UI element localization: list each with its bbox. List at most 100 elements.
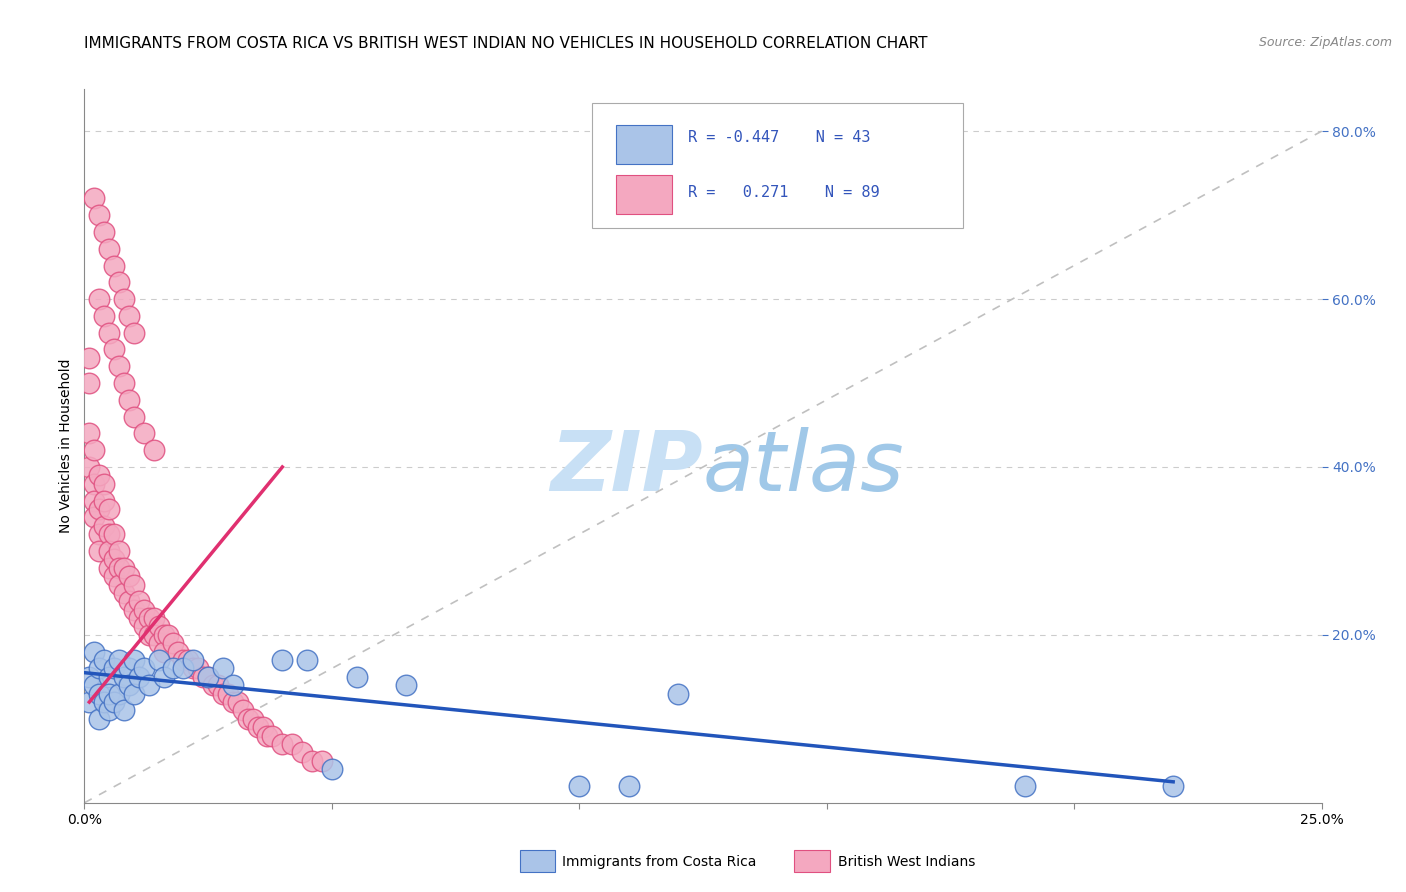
Point bbox=[148, 619, 170, 633]
Point bbox=[98, 326, 121, 340]
Point bbox=[232, 703, 254, 717]
Point bbox=[202, 678, 225, 692]
Point bbox=[172, 653, 194, 667]
Point bbox=[271, 653, 294, 667]
Point bbox=[98, 687, 121, 701]
Point bbox=[187, 661, 209, 675]
Point bbox=[89, 208, 111, 222]
Point bbox=[118, 594, 141, 608]
Point bbox=[197, 670, 219, 684]
Point bbox=[103, 661, 125, 675]
Point bbox=[103, 527, 125, 541]
Point bbox=[83, 510, 105, 524]
Point bbox=[132, 661, 155, 675]
Point bbox=[108, 687, 131, 701]
Point bbox=[128, 611, 150, 625]
Point bbox=[142, 611, 165, 625]
Point bbox=[79, 351, 101, 365]
Point bbox=[108, 577, 131, 591]
Point bbox=[83, 493, 105, 508]
Point bbox=[79, 426, 101, 441]
Point bbox=[246, 720, 269, 734]
Point bbox=[122, 687, 145, 701]
Point bbox=[132, 603, 155, 617]
Point bbox=[181, 653, 204, 667]
Point bbox=[98, 242, 121, 256]
Text: British West Indians: British West Indians bbox=[838, 855, 976, 869]
Point bbox=[122, 326, 145, 340]
Point bbox=[132, 619, 155, 633]
Text: R = -0.447    N = 43: R = -0.447 N = 43 bbox=[688, 130, 870, 145]
Point bbox=[311, 754, 333, 768]
Point bbox=[568, 779, 591, 793]
Point bbox=[98, 527, 121, 541]
Point bbox=[138, 628, 160, 642]
Point bbox=[157, 628, 180, 642]
Point bbox=[79, 376, 101, 390]
Point bbox=[172, 661, 194, 675]
Point bbox=[93, 695, 115, 709]
Point bbox=[162, 661, 184, 675]
Point bbox=[112, 560, 135, 574]
Text: Immigrants from Costa Rica: Immigrants from Costa Rica bbox=[562, 855, 756, 869]
Point bbox=[271, 737, 294, 751]
Point bbox=[346, 670, 368, 684]
Point bbox=[89, 687, 111, 701]
Point bbox=[103, 552, 125, 566]
Point bbox=[122, 577, 145, 591]
Point bbox=[118, 392, 141, 407]
Point bbox=[79, 695, 101, 709]
Point bbox=[108, 359, 131, 374]
Point bbox=[291, 746, 314, 760]
Point bbox=[122, 603, 145, 617]
Point bbox=[1161, 779, 1184, 793]
Point bbox=[177, 653, 200, 667]
Text: atlas: atlas bbox=[703, 427, 904, 508]
Point bbox=[122, 653, 145, 667]
Point bbox=[122, 409, 145, 424]
Point bbox=[142, 628, 165, 642]
Point bbox=[98, 502, 121, 516]
Point bbox=[112, 586, 135, 600]
Point bbox=[118, 309, 141, 323]
Point bbox=[93, 309, 115, 323]
Point bbox=[108, 560, 131, 574]
Point bbox=[142, 443, 165, 458]
Point bbox=[226, 695, 249, 709]
Point bbox=[112, 703, 135, 717]
Point bbox=[217, 687, 239, 701]
Point bbox=[212, 661, 235, 675]
Point bbox=[89, 527, 111, 541]
Point bbox=[83, 645, 105, 659]
Point bbox=[89, 712, 111, 726]
Point bbox=[162, 636, 184, 650]
Point bbox=[112, 670, 135, 684]
Point bbox=[152, 628, 174, 642]
Point bbox=[128, 670, 150, 684]
Y-axis label: No Vehicles in Household: No Vehicles in Household bbox=[59, 359, 73, 533]
Point bbox=[103, 259, 125, 273]
Point bbox=[181, 661, 204, 675]
Text: IMMIGRANTS FROM COSTA RICA VS BRITISH WEST INDIAN NO VEHICLES IN HOUSEHOLD CORRE: IMMIGRANTS FROM COSTA RICA VS BRITISH WE… bbox=[84, 36, 928, 51]
Text: Source: ZipAtlas.com: Source: ZipAtlas.com bbox=[1258, 36, 1392, 49]
Point bbox=[118, 678, 141, 692]
Point bbox=[617, 779, 640, 793]
Point bbox=[118, 661, 141, 675]
Point bbox=[112, 376, 135, 390]
Point bbox=[108, 544, 131, 558]
FancyBboxPatch shape bbox=[616, 175, 672, 214]
Point bbox=[89, 468, 111, 483]
FancyBboxPatch shape bbox=[592, 103, 963, 228]
Point bbox=[148, 636, 170, 650]
Point bbox=[98, 560, 121, 574]
Point bbox=[89, 544, 111, 558]
Point bbox=[1014, 779, 1036, 793]
Point bbox=[132, 426, 155, 441]
Point bbox=[256, 729, 278, 743]
Point bbox=[83, 476, 105, 491]
Point bbox=[79, 460, 101, 475]
Point bbox=[167, 645, 190, 659]
Point bbox=[395, 678, 418, 692]
Point bbox=[103, 695, 125, 709]
Point bbox=[83, 678, 105, 692]
